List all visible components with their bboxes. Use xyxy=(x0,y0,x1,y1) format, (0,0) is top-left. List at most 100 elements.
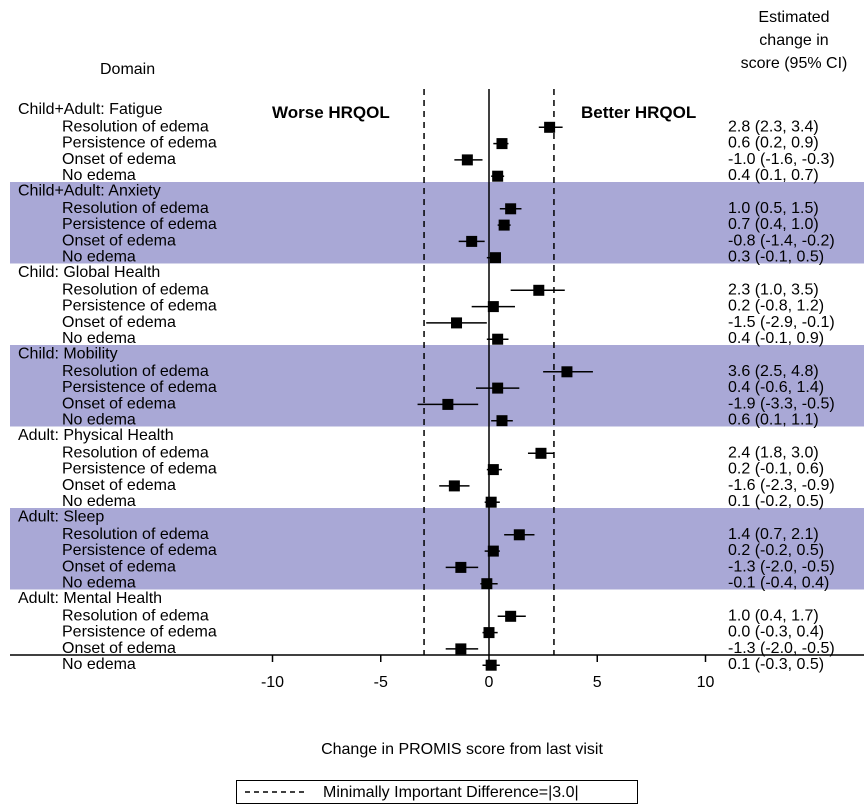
estimate-text: -1.6 (-2.3, -0.9) xyxy=(728,477,835,494)
estimate-text: -0.1 (-0.4, 0.4) xyxy=(728,575,829,592)
estimate-text: 2.3 (1.0, 3.5) xyxy=(728,281,819,298)
row-label: No edema xyxy=(62,412,136,429)
estimate-text: 0.3 (-0.1, 0.5) xyxy=(728,249,824,266)
row-label: Resolution of edema xyxy=(62,281,209,298)
estimate-point xyxy=(483,627,495,639)
worse-hrqol-label: Worse HRQOL xyxy=(272,103,390,122)
group-band xyxy=(10,182,864,264)
better-hrqol-label: Better HRQOL xyxy=(581,103,696,122)
row-label: Persistence of edema xyxy=(62,298,217,315)
x-axis: -10 -5 0 5 10 xyxy=(10,654,864,691)
estimate-point xyxy=(461,154,473,166)
estimate-text: 1.4 (0.7, 2.1) xyxy=(728,526,819,543)
estimate-point xyxy=(442,398,454,410)
domain-column-header: Domain xyxy=(100,61,156,78)
estimate-text: 0.4 (-0.1, 0.9) xyxy=(728,330,824,347)
group-bands xyxy=(10,182,864,590)
estimate-text: 0.2 (-0.2, 0.5) xyxy=(728,542,824,559)
estimate-point xyxy=(487,464,499,476)
row-label: Persistence of edema xyxy=(62,624,217,641)
estimate-text: 0.4 (0.1, 0.7) xyxy=(728,167,819,184)
estimate-text: -1.3 (-2.0, -0.5) xyxy=(728,558,835,575)
estimate-point xyxy=(492,170,504,182)
row-label: Persistence of edema xyxy=(62,379,217,396)
row-label: Resolution of edema xyxy=(62,607,209,624)
row-label: No edema xyxy=(62,575,136,592)
row-label: Onset of edema xyxy=(62,640,176,657)
estimate-text: -1.3 (-2.0, -0.5) xyxy=(728,640,835,657)
estimate-point xyxy=(455,643,467,655)
estimate-text: 0.6 (0.1, 1.1) xyxy=(728,412,819,429)
row-label: Resolution of edema xyxy=(62,526,209,543)
estimate-text: 0.0 (-0.3, 0.4) xyxy=(728,624,824,641)
estimate-point xyxy=(481,578,493,590)
estimate-column-header: Estimated change in score (95% CI) xyxy=(724,6,864,75)
row-label: Persistence of edema xyxy=(62,135,217,152)
row-label: Onset of edema xyxy=(62,558,176,575)
x-axis-title: Change in PROMIS score from last visit xyxy=(321,741,603,758)
row-label: Persistence of edema xyxy=(62,461,217,478)
estimate-point xyxy=(487,545,499,557)
group-label: Child+Adult: Anxiety xyxy=(18,183,161,200)
group-label: Child+Adult: Fatigue xyxy=(18,101,163,118)
estimate-text: -1.5 (-2.9, -0.1) xyxy=(728,314,835,331)
estimate-text: 0.2 (-0.8, 1.2) xyxy=(728,298,824,315)
estimate-point xyxy=(489,252,501,264)
row-label: No edema xyxy=(62,249,136,266)
estimate-text: 1.0 (0.5, 1.5) xyxy=(728,200,819,217)
estimate-point xyxy=(496,415,508,427)
estimate-text: 0.4 (-0.6, 1.4) xyxy=(728,379,824,396)
x-tick-label: 10 xyxy=(697,674,715,691)
estimate-marks xyxy=(417,121,593,671)
estimate-text: 2.4 (1.8, 3.0) xyxy=(728,444,819,461)
group-label: Adult: Physical Health xyxy=(18,427,174,444)
estimate-point xyxy=(487,301,499,313)
estimate-point xyxy=(492,333,504,345)
row-label: Resolution of edema xyxy=(62,444,209,461)
estimate-text: 1.0 (0.4, 1.7) xyxy=(728,607,819,624)
row-label: No edema xyxy=(62,656,136,673)
estimate-point xyxy=(466,235,478,247)
estimate-text: -1.0 (-1.6, -0.3) xyxy=(728,151,835,168)
legend-swatch-svg: Minimally Important Difference=|3.0| xyxy=(245,784,579,801)
estimate-point xyxy=(533,284,545,296)
estimate-header-line-3: score (95% CI) xyxy=(740,55,848,72)
estimate-point xyxy=(505,610,517,622)
estimate-point xyxy=(505,203,517,215)
legend: Minimally Important Difference=|3.0| xyxy=(236,780,638,804)
x-tick-label: -5 xyxy=(374,674,388,691)
estimate-point xyxy=(485,659,497,671)
estimate-text: 0.1 (-0.2, 0.5) xyxy=(728,493,824,510)
row-label: Resolution of edema xyxy=(62,118,209,135)
estimate-text: 0.1 (-0.3, 0.5) xyxy=(728,656,824,673)
row-label: No edema xyxy=(62,167,136,184)
group-label: Child: Global Health xyxy=(18,264,160,281)
estimate-header-line-2: change in xyxy=(759,32,829,49)
estimate-point xyxy=(455,561,467,573)
estimate-point xyxy=(513,529,525,541)
estimate-point xyxy=(496,138,508,150)
group-label: Adult: Mental Health xyxy=(18,590,162,607)
row-label: Onset of edema xyxy=(62,477,176,494)
estimate-text: 0.2 (-0.1, 0.6) xyxy=(728,461,824,478)
estimate-text: 0.7 (0.4, 1.0) xyxy=(728,216,819,233)
estimate-text: 2.8 (2.3, 3.4) xyxy=(728,118,819,135)
estimate-point xyxy=(544,121,556,133)
row-label: Persistence of edema xyxy=(62,216,217,233)
group-label: Child: Mobility xyxy=(18,346,118,363)
x-tick-label: 5 xyxy=(593,674,602,691)
row-label: Onset of edema xyxy=(62,314,176,331)
estimate-point xyxy=(498,219,510,231)
x-tick-label: -10 xyxy=(261,674,284,691)
row-label: Resolution of edema xyxy=(62,363,209,380)
estimate-point xyxy=(561,366,573,378)
group-band xyxy=(10,508,864,590)
row-label: Onset of edema xyxy=(62,232,176,249)
estimate-text: 0.6 (0.2, 0.9) xyxy=(728,135,819,152)
row-label: Resolution of edema xyxy=(62,200,209,217)
row-label: No edema xyxy=(62,493,136,510)
estimate-point xyxy=(485,496,497,508)
group-band xyxy=(10,345,864,427)
